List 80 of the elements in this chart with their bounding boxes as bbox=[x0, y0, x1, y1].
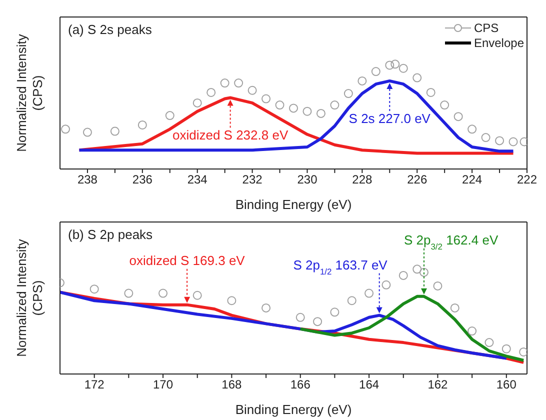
point bbox=[262, 94, 271, 104]
point bbox=[227, 296, 236, 306]
x-tick-label: 222 bbox=[516, 172, 538, 187]
point bbox=[390, 60, 400, 69]
point bbox=[192, 290, 202, 300]
point bbox=[313, 317, 322, 326]
annotation: oxidized S 232.8 eV bbox=[172, 128, 288, 143]
point bbox=[110, 126, 120, 136]
point bbox=[206, 88, 216, 97]
x-tick-label: 166 bbox=[290, 378, 311, 392]
point bbox=[330, 308, 340, 317]
point bbox=[426, 88, 436, 97]
point bbox=[90, 284, 99, 294]
chart-title: (b) S 2p peaks bbox=[68, 227, 153, 242]
point bbox=[371, 67, 380, 76]
point bbox=[344, 89, 353, 98]
point bbox=[519, 347, 527, 356]
x-tick-label: 232 bbox=[242, 172, 263, 187]
annotation: S 2s 227.0 eV bbox=[348, 110, 431, 126]
point bbox=[412, 73, 422, 82]
point bbox=[502, 344, 511, 354]
point bbox=[382, 280, 391, 290]
point bbox=[124, 288, 134, 298]
annotation: oxidized S 169.3 eV bbox=[129, 252, 246, 268]
point bbox=[440, 100, 450, 110]
point bbox=[158, 288, 168, 298]
point bbox=[262, 303, 271, 312]
point bbox=[316, 108, 326, 118]
x-tick-label: 172 bbox=[84, 378, 105, 392]
point bbox=[234, 78, 244, 88]
point bbox=[138, 120, 147, 130]
point bbox=[220, 78, 230, 88]
point bbox=[454, 112, 463, 122]
point bbox=[398, 64, 408, 73]
point bbox=[296, 312, 305, 322]
point bbox=[165, 111, 174, 120]
x-axis-title: Binding Energy (eV) bbox=[235, 402, 352, 417]
annotation: S 2p$_{3/2}$ 162.4 eV bbox=[404, 232, 498, 252]
legend-label: CPS bbox=[474, 20, 499, 34]
point bbox=[330, 100, 340, 110]
point bbox=[302, 106, 312, 116]
point bbox=[385, 60, 394, 70]
point bbox=[508, 137, 518, 146]
point bbox=[468, 124, 477, 134]
point bbox=[433, 281, 442, 290]
x-tick-label: 234 bbox=[187, 172, 208, 187]
point bbox=[275, 100, 284, 110]
y-axis-title: Normalized Intensity (CPS) bbox=[14, 238, 45, 357]
x-axis-title: Binding Energy (eV) bbox=[235, 197, 352, 212]
x-tick-label: 226 bbox=[407, 172, 428, 187]
point bbox=[412, 264, 422, 274]
point bbox=[484, 338, 494, 348]
point bbox=[60, 124, 70, 134]
x-tick-label: 170 bbox=[153, 378, 174, 392]
x-tick-label: 164 bbox=[359, 378, 380, 392]
x-tick-label: 228 bbox=[352, 172, 373, 187]
point bbox=[468, 326, 477, 336]
point bbox=[450, 303, 460, 312]
x-tick-label: 160 bbox=[496, 378, 517, 392]
point bbox=[364, 288, 374, 298]
point bbox=[495, 136, 504, 146]
chart-title: (a) S 2s peaks bbox=[68, 22, 152, 37]
point bbox=[481, 133, 490, 142]
point bbox=[192, 98, 202, 108]
point bbox=[347, 296, 356, 306]
y-axis-title: Normalized Intensity (CPS) bbox=[14, 34, 45, 152]
x-tick-label: 236 bbox=[132, 172, 153, 187]
point bbox=[248, 86, 257, 95]
point bbox=[82, 128, 92, 137]
point bbox=[398, 270, 408, 280]
x-tick-label: 230 bbox=[297, 172, 318, 187]
annotation: S 2p$_{1/2}$ 163.7 eV bbox=[293, 257, 388, 276]
x-tick-label: 238 bbox=[77, 172, 98, 187]
point bbox=[289, 104, 298, 113]
x-tick-label: 162 bbox=[428, 378, 448, 392]
point bbox=[358, 76, 367, 86]
point bbox=[419, 268, 428, 277]
x-tick-label: 168 bbox=[222, 378, 242, 392]
x-tick-label: 224 bbox=[462, 172, 482, 187]
legend-label: Envelope bbox=[474, 36, 524, 50]
